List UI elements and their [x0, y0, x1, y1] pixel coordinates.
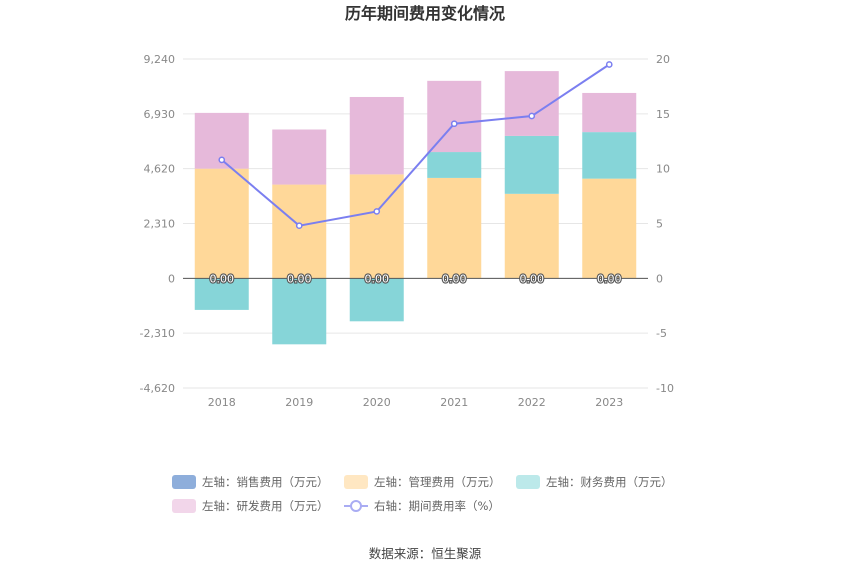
right-tick-label: 5	[656, 218, 663, 231]
left-tick-label: 6,930	[144, 108, 176, 121]
legend-item[interactable]: 左轴：管理费用（万元）	[344, 475, 501, 489]
data-source: 数据来源：恒生聚源	[369, 546, 482, 561]
bar-segment	[582, 178, 637, 279]
bars	[194, 71, 637, 345]
right-tick-label: -5	[656, 327, 667, 340]
grid	[183, 58, 648, 389]
right-tick-label: 20	[656, 53, 670, 66]
legend-swatch	[344, 475, 368, 489]
bar-segment	[349, 278, 404, 322]
right-tick-label: -10	[656, 382, 674, 395]
legend-swatch	[172, 499, 196, 513]
rate-point	[218, 156, 226, 164]
bar-segment	[427, 177, 482, 279]
bar-segment	[349, 96, 404, 175]
x-tick-label: 2021	[440, 396, 468, 409]
legend-item[interactable]: 左轴：销售费用（万元）	[172, 475, 329, 489]
x-tick-label: 2022	[518, 396, 546, 409]
legend-label: 左轴：研发费用（万元）	[202, 499, 329, 513]
bar-segment	[427, 152, 482, 178]
data-label: 0.00	[365, 272, 390, 285]
legend-item[interactable]: 左轴：财务费用（万元）	[516, 475, 673, 489]
rate-point	[605, 61, 613, 68]
legend[interactable]: 左轴：销售费用（万元） 左轴：管理费用（万元） 左轴：财务费用（万元） 左轴：研发费用…	[172, 475, 673, 513]
right-axis: 20 15 10 5 0 -5 -10	[656, 53, 674, 395]
data-label: 0.00	[520, 272, 545, 285]
data-label: 0.00	[442, 272, 467, 285]
rate-point	[295, 222, 303, 230]
left-tick-label: 4,620	[144, 163, 176, 176]
right-tick-label: 0	[656, 272, 663, 285]
legend-item[interactable]: 右轴：期间费用率（%）	[344, 499, 500, 513]
right-tick-label: 10	[656, 163, 670, 176]
legend-swatch	[172, 475, 196, 489]
rate-line	[218, 61, 613, 230]
bar-segment	[504, 135, 559, 194]
legend-label: 右轴：期间费用率（%）	[374, 499, 500, 513]
data-label: 0.00	[287, 272, 312, 285]
data-labels: 0.00 0.00 0.00 0.00 0.00 0.00	[208, 271, 622, 286]
rate-point	[528, 112, 536, 120]
right-tick-label: 15	[656, 108, 670, 121]
rate-point	[450, 120, 458, 128]
x-tick-label: 2019	[285, 396, 313, 409]
rate-line-path	[221, 63, 610, 227]
bar-segment	[504, 193, 559, 279]
x-tick-label: 2023	[595, 396, 623, 409]
left-tick-label: -2,310	[140, 327, 175, 340]
bar-segment	[194, 278, 249, 310]
legend-label: 左轴：销售费用（万元）	[202, 475, 329, 489]
bar-segment	[427, 80, 482, 153]
x-tick-label: 2020	[363, 396, 391, 409]
legend-label: 左轴：管理费用（万元）	[374, 475, 501, 489]
chart-title: 历年期间费用变化情况	[345, 4, 505, 23]
bar-segment	[582, 92, 637, 133]
bar-segment	[582, 132, 637, 179]
bar-segment	[272, 184, 327, 279]
legend-swatch	[516, 475, 540, 489]
left-tick-label: 9,240	[144, 53, 176, 66]
bar-segment	[272, 278, 327, 345]
legend-label: 左轴：财务费用（万元）	[546, 475, 673, 489]
x-tick-label: 2018	[208, 396, 236, 409]
left-axis: 9,240 6,930 4,620 2,310 0 -2,310 -4,620	[140, 53, 175, 395]
legend-item[interactable]: 左轴：研发费用（万元）	[172, 499, 329, 513]
left-tick-label: 2,310	[144, 218, 176, 231]
rate-point	[373, 208, 381, 215]
data-label: 0.00	[597, 272, 622, 285]
left-tick-label: -4,620	[140, 382, 175, 395]
data-label: 0.00	[210, 272, 235, 285]
x-axis: 2018 2019 2020 2021 2022 2023	[208, 396, 624, 409]
bar-segment	[272, 129, 327, 185]
left-tick-label: 0	[168, 272, 175, 285]
bar-segment	[194, 168, 249, 279]
legend-swatch	[350, 500, 362, 512]
